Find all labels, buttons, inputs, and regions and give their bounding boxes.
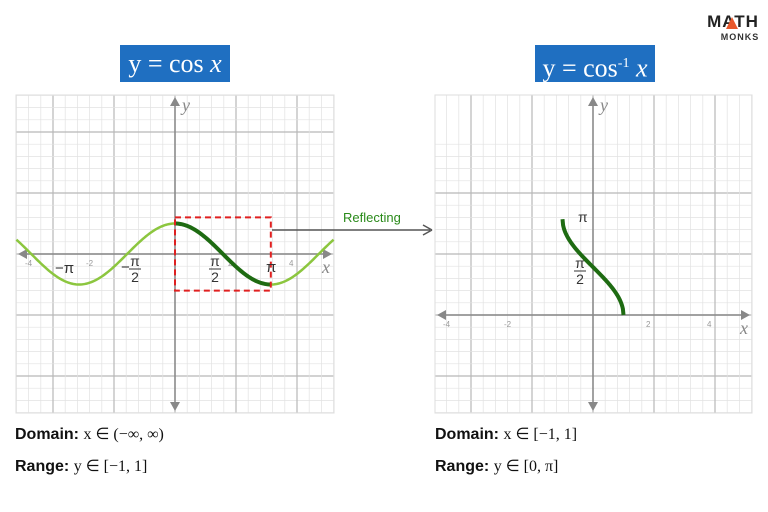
left-range: Range: y ∈ [−1, 1]: [15, 458, 148, 475]
cos-highlight-segment: [174, 221, 272, 287]
arccos-curve: [560, 218, 626, 316]
half-pi-label-num: π: [575, 255, 585, 271]
x-axis-label: x: [739, 318, 748, 338]
pi-label: π: [266, 259, 276, 276]
pi-label: π: [578, 209, 588, 225]
neg-sign: −: [121, 259, 130, 276]
left-title: y = cos x: [120, 45, 230, 82]
neg-pi-label: −π: [55, 260, 74, 277]
x-tick-label: 4: [707, 320, 712, 329]
reflecting-label: Reflecting: [343, 210, 401, 225]
x-tick-label: -2: [504, 320, 512, 329]
right-domain: Domain: x ∈ [−1, 1]: [435, 426, 578, 443]
right-range: Range: y ∈ [0, π]: [435, 458, 559, 475]
x-axis-label: x: [321, 257, 330, 277]
half-pi-label-den: 2: [576, 271, 584, 287]
y-axis-label: y: [598, 95, 608, 115]
highlight-box: [174, 216, 272, 292]
arrowhead-icon: [422, 224, 433, 236]
x-tick-label: -2: [86, 259, 94, 268]
y-axis-label: y: [180, 95, 190, 115]
right-title: y = cos-1 x: [535, 45, 655, 83]
neg-half-pi-label-den: 2: [131, 269, 139, 285]
plot-border: [434, 94, 753, 414]
left-domain: Domain: x ∈ (−∞, ∞): [15, 426, 164, 443]
neg-half-pi-label-num: π: [130, 253, 140, 269]
x-tick-label: 4: [289, 259, 294, 268]
half-pi-label-num: π: [210, 253, 220, 269]
x-tick-label: -4: [25, 259, 33, 268]
half-pi-label-den: 2: [211, 269, 219, 285]
logo-triangle: [726, 17, 738, 29]
plot-border: [15, 94, 335, 414]
x-tick-label: 2: [646, 320, 651, 329]
x-tick-label: -4: [443, 320, 451, 329]
